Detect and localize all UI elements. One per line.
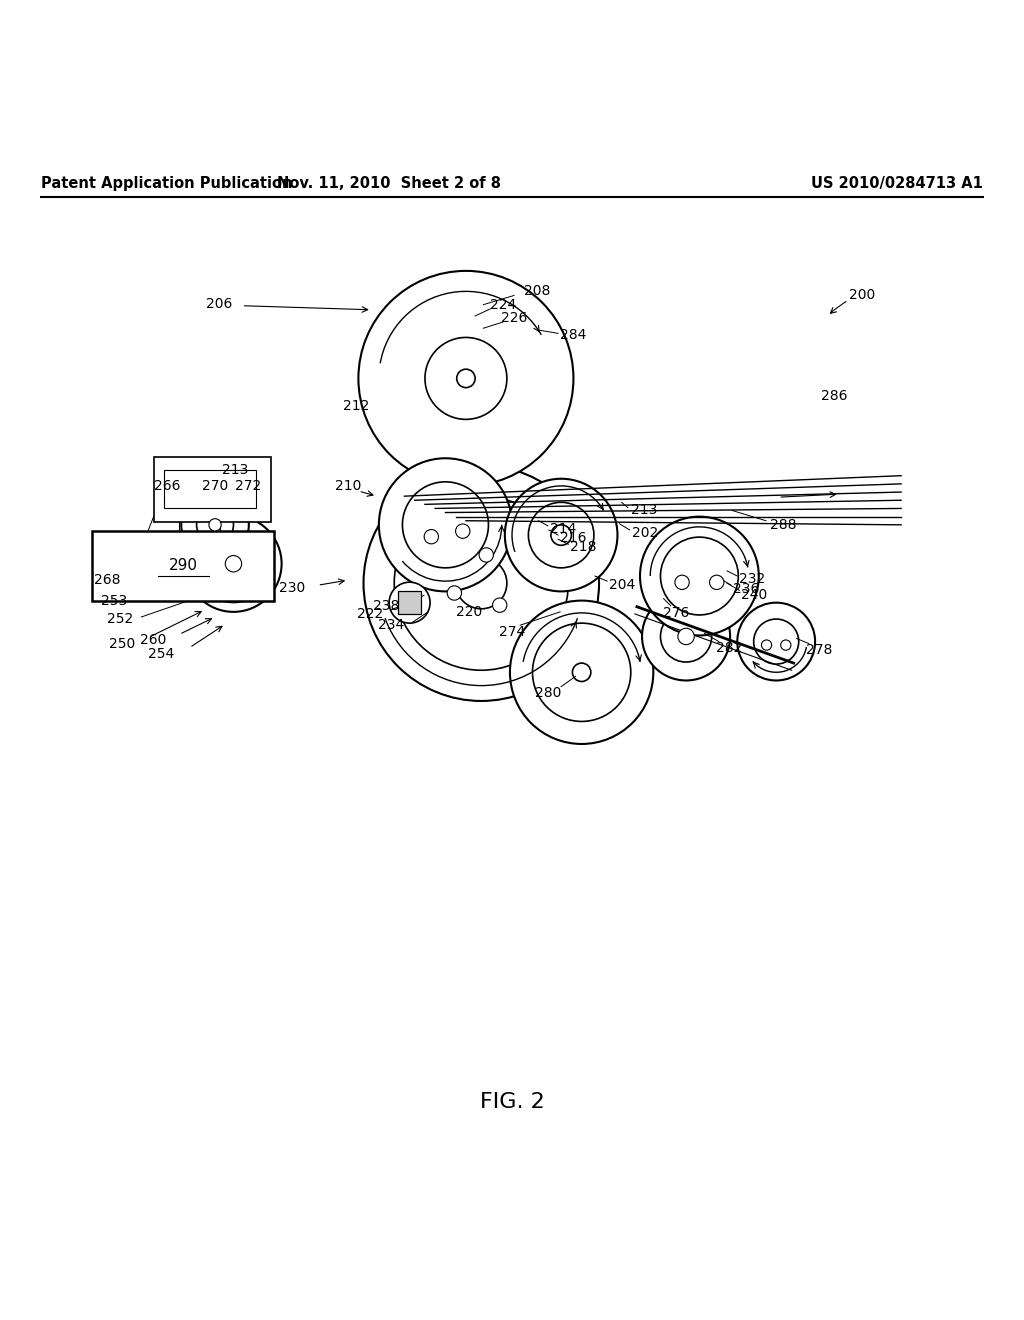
Text: 218: 218 xyxy=(570,540,597,554)
Text: 232: 232 xyxy=(739,572,766,586)
Text: 274: 274 xyxy=(499,626,525,639)
Text: Patent Application Publication: Patent Application Publication xyxy=(41,177,293,191)
Circle shape xyxy=(225,556,242,572)
Text: 250: 250 xyxy=(109,636,135,651)
Text: 236: 236 xyxy=(733,582,760,597)
Text: 212: 212 xyxy=(343,399,370,413)
Text: 254: 254 xyxy=(147,647,174,661)
Text: 214: 214 xyxy=(550,521,577,536)
Circle shape xyxy=(551,525,571,545)
Text: 240: 240 xyxy=(741,589,768,602)
Circle shape xyxy=(394,496,568,671)
Circle shape xyxy=(528,503,594,568)
Circle shape xyxy=(660,537,738,615)
Text: 200: 200 xyxy=(849,289,876,302)
Text: 276: 276 xyxy=(663,606,689,620)
Text: 278: 278 xyxy=(806,643,833,657)
Text: 222: 222 xyxy=(356,607,383,620)
Text: 226: 226 xyxy=(501,312,527,325)
Bar xyxy=(398,591,421,614)
Text: 253: 253 xyxy=(100,594,127,607)
Circle shape xyxy=(425,338,507,420)
Text: 284: 284 xyxy=(560,329,587,342)
Circle shape xyxy=(424,529,438,544)
Circle shape xyxy=(640,516,759,635)
Text: 266: 266 xyxy=(154,479,180,492)
Circle shape xyxy=(754,619,799,664)
Text: 224: 224 xyxy=(489,298,516,312)
Circle shape xyxy=(205,535,262,593)
Text: 204: 204 xyxy=(609,578,636,593)
Circle shape xyxy=(642,593,730,681)
Circle shape xyxy=(762,640,772,651)
Circle shape xyxy=(737,603,815,681)
Text: Nov. 11, 2010  Sheet 2 of 8: Nov. 11, 2010 Sheet 2 of 8 xyxy=(278,177,501,191)
Circle shape xyxy=(532,623,631,722)
Text: 272: 272 xyxy=(234,479,261,492)
Circle shape xyxy=(389,582,430,623)
Circle shape xyxy=(447,586,462,601)
Bar xyxy=(164,470,256,508)
Circle shape xyxy=(457,370,475,388)
Text: 210: 210 xyxy=(335,479,361,492)
Text: 286: 286 xyxy=(821,389,848,403)
Circle shape xyxy=(505,479,617,591)
Circle shape xyxy=(710,576,724,590)
Circle shape xyxy=(456,557,507,609)
Circle shape xyxy=(678,628,694,644)
Text: FIG. 2: FIG. 2 xyxy=(479,1093,545,1113)
Text: 213: 213 xyxy=(631,503,657,517)
Text: 268: 268 xyxy=(94,573,121,587)
Circle shape xyxy=(675,576,689,590)
Text: 290: 290 xyxy=(169,558,198,573)
Text: 230: 230 xyxy=(279,581,305,595)
Circle shape xyxy=(358,271,573,486)
Circle shape xyxy=(572,663,591,681)
Text: 252: 252 xyxy=(106,612,133,626)
Text: 282: 282 xyxy=(716,640,742,655)
Text: 206: 206 xyxy=(206,297,232,310)
Text: 238: 238 xyxy=(373,599,399,612)
Circle shape xyxy=(660,611,712,663)
Circle shape xyxy=(185,516,282,612)
Circle shape xyxy=(364,466,599,701)
Text: US 2010/0284713 A1: US 2010/0284713 A1 xyxy=(811,177,983,191)
Text: 280: 280 xyxy=(535,686,561,700)
Circle shape xyxy=(493,598,507,612)
Circle shape xyxy=(456,524,470,539)
Bar xyxy=(92,531,274,601)
Circle shape xyxy=(197,507,233,544)
Circle shape xyxy=(379,458,512,591)
Circle shape xyxy=(209,519,221,531)
Circle shape xyxy=(479,548,494,562)
Text: 288: 288 xyxy=(770,517,797,532)
Text: 260: 260 xyxy=(139,632,166,647)
Circle shape xyxy=(510,601,653,744)
Text: 220: 220 xyxy=(456,605,482,619)
Text: 213: 213 xyxy=(222,462,249,477)
Text: 270: 270 xyxy=(202,479,228,492)
Bar xyxy=(154,457,271,521)
Text: 208: 208 xyxy=(524,284,551,298)
Circle shape xyxy=(780,640,791,651)
Text: 216: 216 xyxy=(560,531,587,545)
Circle shape xyxy=(181,491,249,558)
Text: 234: 234 xyxy=(378,618,404,632)
Text: 202: 202 xyxy=(632,527,658,540)
Circle shape xyxy=(402,482,488,568)
